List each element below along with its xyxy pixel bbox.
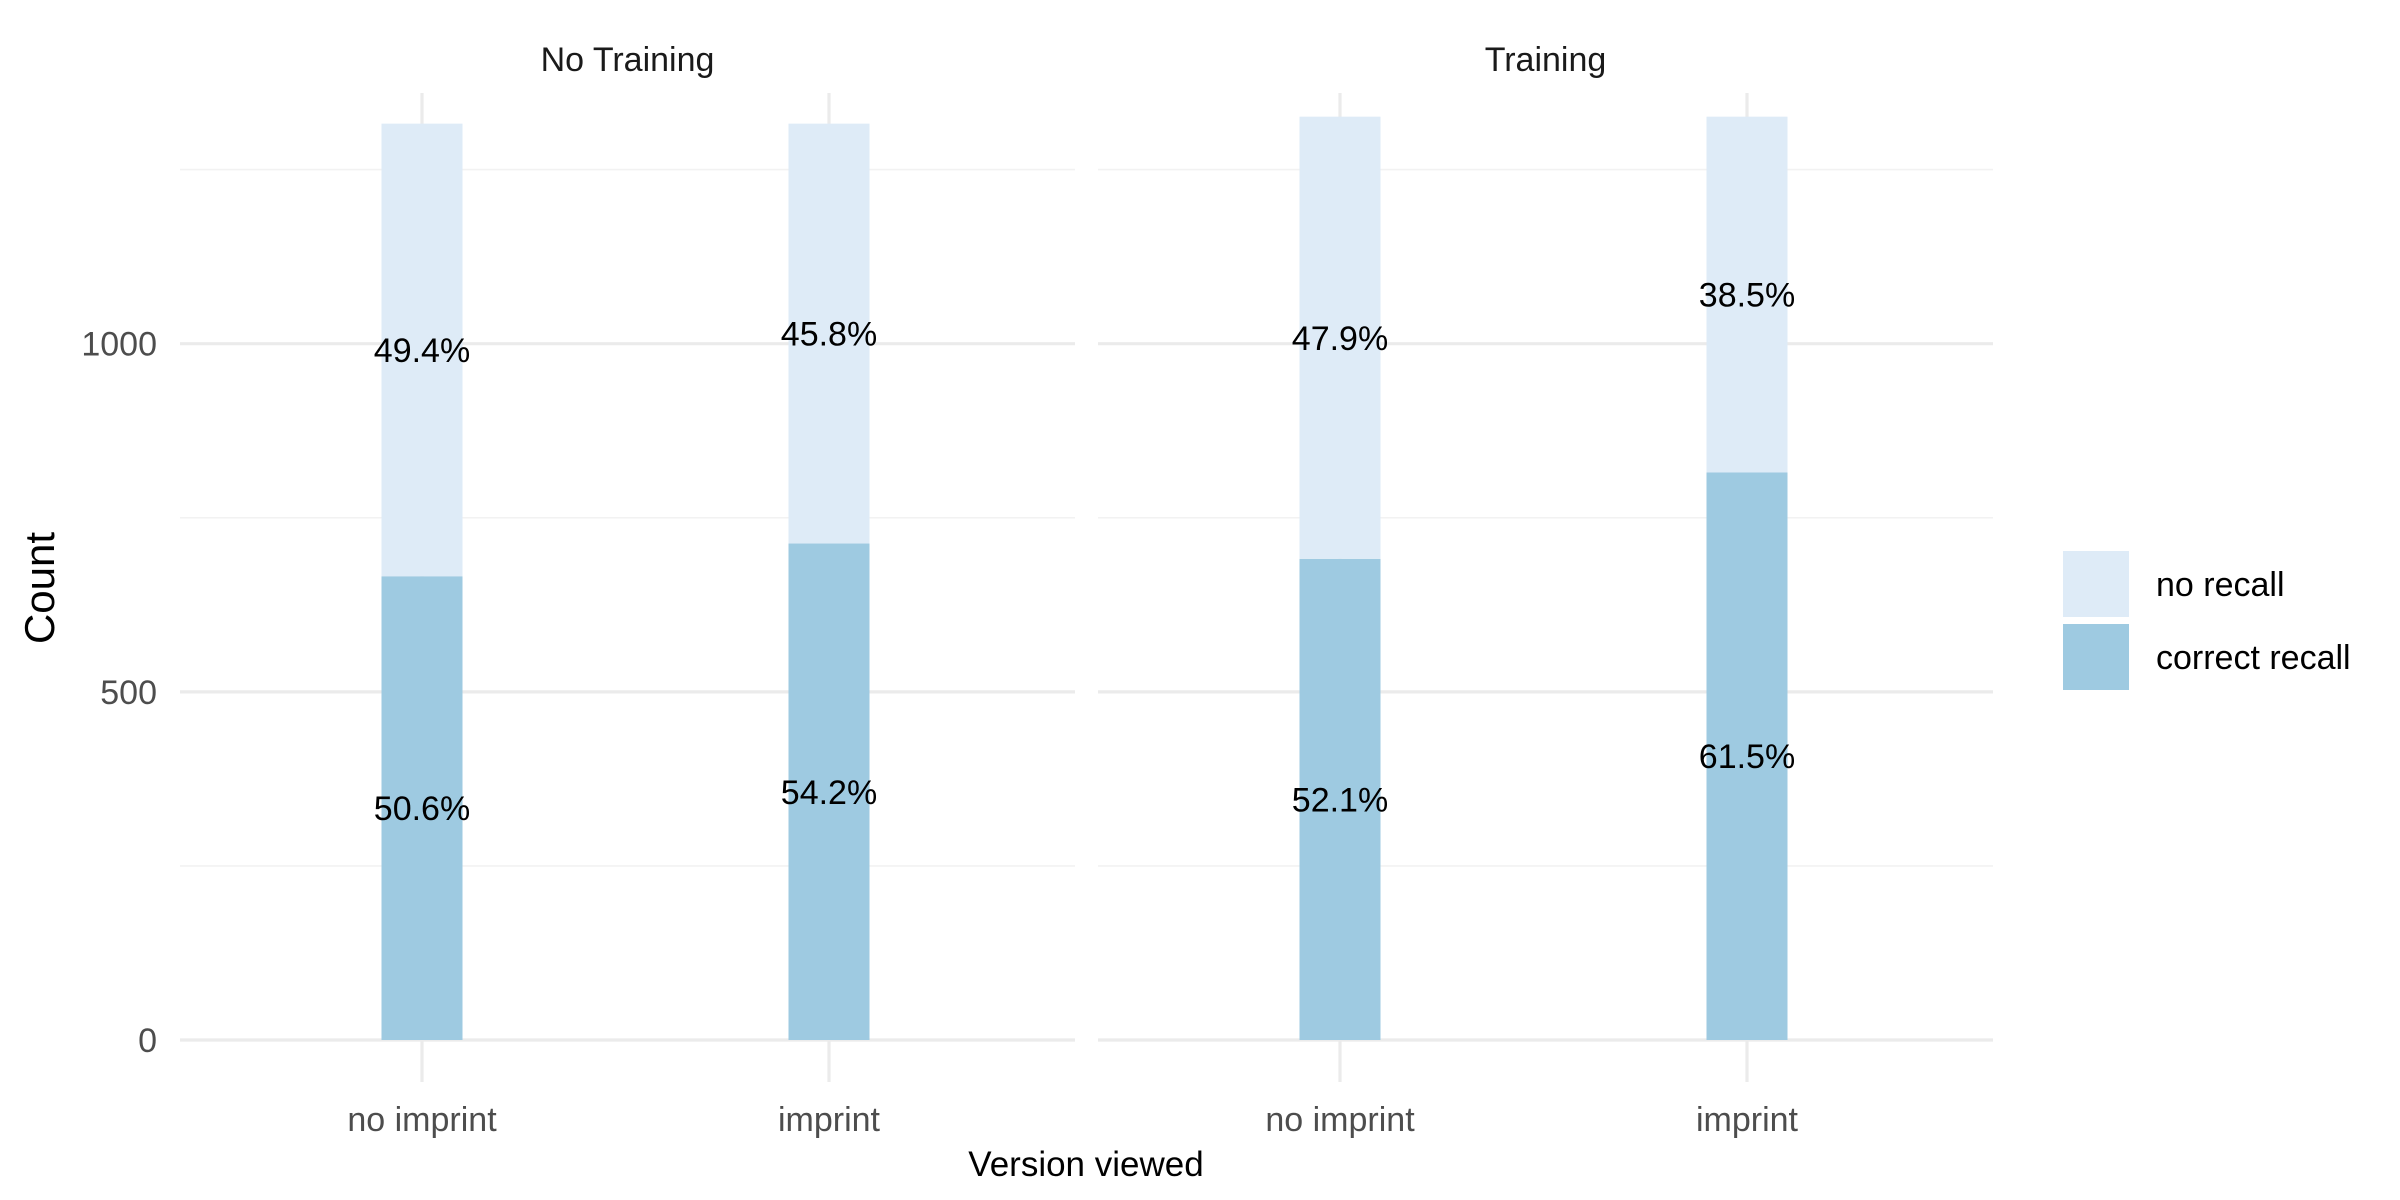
bar-segment <box>1299 558 1381 1040</box>
x-tick-label: no imprint <box>1265 1101 1415 1139</box>
bar-data-label: 38.5% <box>1699 277 1795 315</box>
facet-title: Training <box>1485 41 1607 79</box>
bar-data-label: 61.5% <box>1699 738 1795 776</box>
bar-segment <box>1706 472 1788 1040</box>
bar-data-label: 52.1% <box>1292 781 1388 819</box>
panel-background <box>180 93 1075 1040</box>
legend-label: correct recall <box>2156 639 2351 677</box>
panel-background <box>1098 93 1993 1040</box>
bar-segment <box>1299 116 1381 559</box>
bar-data-label: 45.8% <box>781 316 877 354</box>
y-tick-label: 500 <box>100 674 157 712</box>
x-tick-label: no imprint <box>347 1101 497 1139</box>
legend-label: no recall <box>2156 566 2285 604</box>
bar-data-label: 50.6% <box>374 790 470 828</box>
bar-data-label: 54.2% <box>781 774 877 812</box>
y-tick-label: 1000 <box>81 326 157 364</box>
x-axis-title: Version viewed <box>968 1145 1203 1184</box>
legend-key <box>2063 551 2129 617</box>
x-tick-label: imprint <box>778 1101 881 1139</box>
bar-segment <box>381 123 463 577</box>
bar-segment <box>381 576 463 1040</box>
bar-segment <box>788 123 870 544</box>
y-tick-label: 0 <box>138 1022 157 1060</box>
x-tick-label: imprint <box>1696 1101 1799 1139</box>
y-axis-title: Count <box>16 532 63 644</box>
bar-segment <box>788 543 870 1040</box>
facet-title: No Training <box>541 41 715 79</box>
bar-data-label: 47.9% <box>1292 320 1388 358</box>
legend-key <box>2063 624 2129 690</box>
bar-data-label: 49.4% <box>374 332 470 370</box>
bar-segment <box>1706 116 1788 473</box>
